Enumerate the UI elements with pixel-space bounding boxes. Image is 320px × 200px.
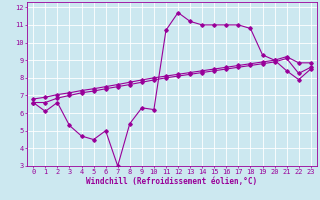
X-axis label: Windchill (Refroidissement éolien,°C): Windchill (Refroidissement éolien,°C) xyxy=(86,177,258,186)
